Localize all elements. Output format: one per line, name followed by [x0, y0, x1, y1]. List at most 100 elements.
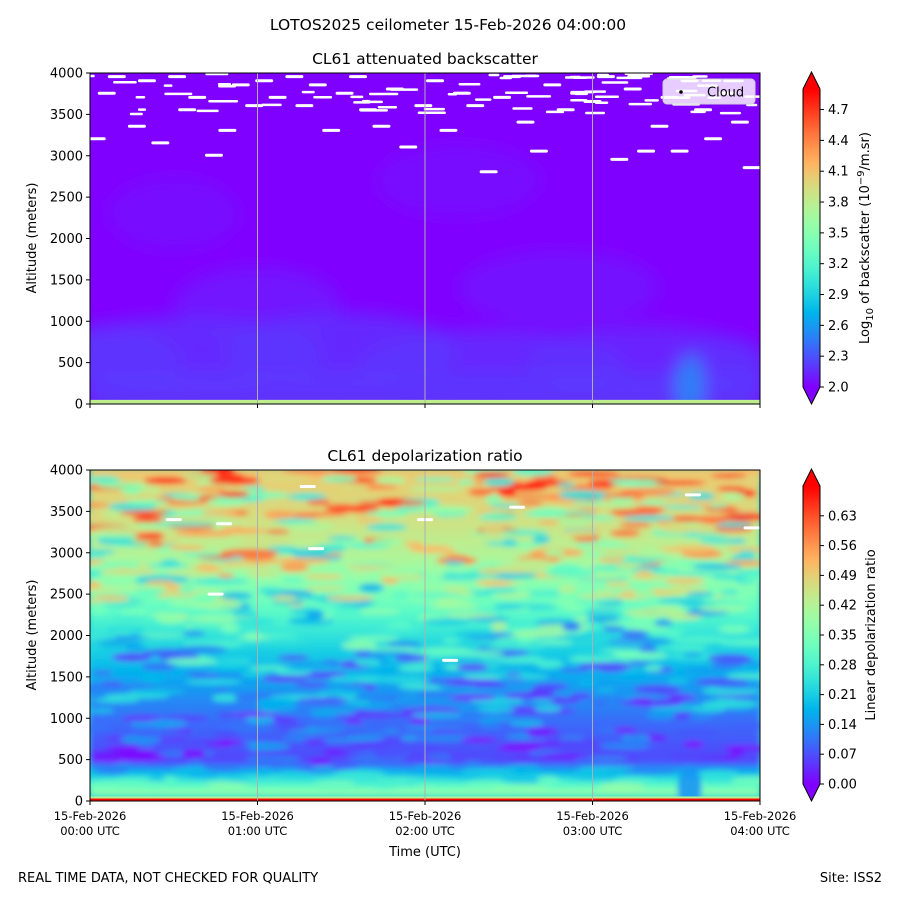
- depolarization-title: CL61 depolarization ratio: [327, 447, 522, 465]
- cloud-mark: [137, 79, 156, 83]
- backscatter-y-axis: 0 500 1000 1500 2000 2500 3000 3500 4000: [50, 67, 90, 413]
- colorbar-tick-label: 2.3: [828, 350, 849, 365]
- y-tick-label: 2000: [50, 629, 83, 644]
- cloud-mask: [90, 73, 760, 174]
- backscatter-ylabel: Altitude (meters): [25, 183, 40, 294]
- backscatter-title: CL61 attenuated backscatter: [312, 50, 538, 68]
- cloud-mark: [543, 83, 562, 87]
- cloud-mark: [426, 79, 445, 83]
- cloud-mark: [90, 137, 106, 141]
- cloud-mark: [97, 91, 116, 95]
- y-tick-label: 4000: [50, 464, 83, 479]
- y-tick-label: 2500: [50, 191, 83, 206]
- colorbar-tick-label: 3.2: [828, 257, 849, 272]
- cloud-mark: [516, 120, 535, 124]
- x-tick-label: 04:00 UTC: [730, 824, 790, 838]
- colorbar-tick-label: 0.21: [828, 688, 857, 703]
- depolarization-y-axis: 0 500 1000 1500 2000 2500 3000 3500 4000: [50, 464, 90, 810]
- time-xlabel: Time (UTC): [388, 845, 461, 860]
- cloud-mark: [204, 153, 223, 157]
- quality-disclaimer: REAL TIME DATA, NOT CHECKED FOR QUALITY: [18, 871, 318, 886]
- colorbar-tick-label: 2.9: [828, 288, 849, 303]
- backscatter-colorbar: 2.0 2.3 2.6 2.9 3.2 3.5 3.8 4.1 4.4 4.7 Log10 of …: [802, 70, 876, 406]
- colorbar-tick-label: 3.8: [828, 196, 849, 211]
- colorbar-tick-label: 0.07: [828, 748, 857, 763]
- y-tick-label: 2500: [50, 588, 83, 603]
- y-tick-label: 4000: [50, 67, 83, 82]
- colorbar-tick-label: 2.0: [828, 381, 849, 396]
- cloud-mark: [694, 108, 713, 112]
- colorbar-tick-label: 2.6: [828, 319, 849, 334]
- x-tick-label: 15-Feb-2026: [389, 809, 462, 823]
- colorbar-tick-label: 4.1: [828, 165, 849, 180]
- cloud-mark: [670, 149, 689, 153]
- cloud-mark: [529, 149, 548, 153]
- x-tick-label: 15-Feb-2026: [556, 809, 629, 823]
- cloud-mark: [335, 91, 354, 95]
- colorbar-tick-label: 0.63: [828, 509, 857, 524]
- colorbar-tick-label: 0.00: [828, 778, 857, 793]
- y-tick-label: 1000: [50, 315, 83, 330]
- cloud-mark: [742, 166, 760, 170]
- cloud-mark: [218, 128, 237, 132]
- y-tick-label: 0: [75, 795, 83, 810]
- cloud-mark: [610, 157, 629, 161]
- cloud-mark: [295, 104, 314, 108]
- cloud-mark: [479, 170, 498, 174]
- cloud-mark: [399, 145, 418, 149]
- backscatter-colorbar-label: Log10 of backscatter (10−9/m.sr): [856, 132, 876, 344]
- cloud-mark: [493, 95, 512, 99]
- site-label: Site: ISS2: [820, 871, 882, 886]
- backscatter-x-axis: [89, 404, 761, 408]
- y-tick-label: 3500: [50, 108, 83, 123]
- cloud-mark: [168, 75, 187, 79]
- y-tick-label: 3000: [50, 546, 83, 561]
- colorbar-tick-label: 0.28: [828, 658, 857, 673]
- cloud-mark: [231, 83, 250, 87]
- colorbar-tick-label: 0.35: [828, 629, 857, 644]
- x-tick-label: 15-Feb-2026: [54, 809, 127, 823]
- cloud-mark: [322, 128, 341, 132]
- colorbar-tick-label: 3.5: [828, 226, 849, 241]
- cloud-mark: [466, 104, 485, 108]
- cloud-mark: [308, 83, 327, 87]
- cloud-mark: [349, 75, 367, 79]
- y-tick-label: 0: [75, 398, 83, 413]
- cloud-mark: [650, 124, 669, 128]
- backscatter-panel: CL61 attenuated backscatter 0 500 1000 1500…: [25, 50, 876, 413]
- colorbar-tick-label: 4.7: [828, 103, 849, 118]
- y-tick-label: 3000: [50, 149, 83, 164]
- x-tick-label: 01:00 UTC: [228, 824, 288, 838]
- cloud-mark: [178, 108, 197, 112]
- cloud-mark: [637, 149, 656, 153]
- cloud-mark: [623, 87, 642, 91]
- x-tick-label: 15-Feb-2026: [724, 809, 797, 823]
- figure-title: LOTOS2025 ceilometer 15-Feb-2026 04:00:0…: [270, 16, 626, 34]
- colorbar-tick-label: 0.56: [828, 539, 857, 554]
- cloud-mark: [439, 128, 458, 132]
- y-tick-label: 1500: [50, 670, 83, 685]
- y-tick-label: 500: [58, 753, 83, 768]
- cloud-mark: [704, 137, 723, 141]
- depolarization-ylabel: Altitude (meters): [25, 580, 40, 691]
- depolarization-heatmap: [90, 470, 760, 801]
- y-tick-label: 2000: [50, 232, 83, 247]
- cloud-legend-label: Cloud: [707, 86, 744, 101]
- cloud-mark: [245, 104, 264, 108]
- cloud-legend: Cloud: [662, 78, 756, 105]
- depolarization-colorbar-label: Linear depolarization ratio: [864, 549, 879, 720]
- y-tick-label: 1000: [50, 712, 83, 727]
- cloud-mark: [268, 95, 287, 99]
- colorbar-tick-label: 0.42: [828, 599, 857, 614]
- y-tick-label: 500: [58, 356, 83, 371]
- cloud-mark: [556, 108, 575, 112]
- colorbar-tick-label: 0.49: [828, 569, 857, 584]
- x-tick-label: 15-Feb-2026: [221, 809, 294, 823]
- colorbar-tick-label: 4.4: [828, 134, 849, 149]
- cloud-mark: [730, 120, 749, 124]
- cloud-legend-marker: [679, 90, 683, 94]
- cloud-mark: [127, 124, 146, 128]
- x-tick-label: 03:00 UTC: [563, 824, 623, 838]
- y-tick-label: 1500: [50, 273, 83, 288]
